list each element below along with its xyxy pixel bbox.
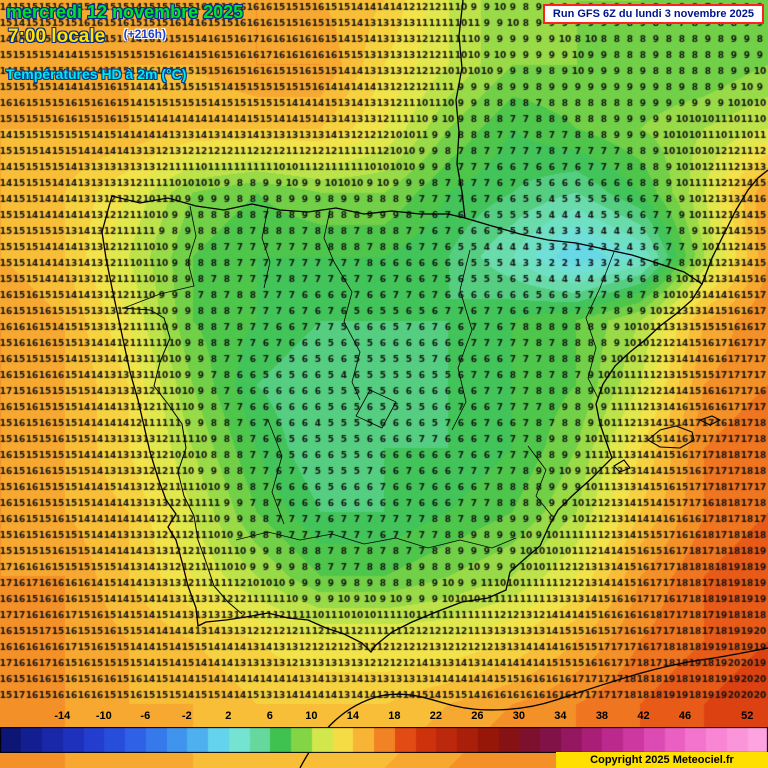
date-title: mercredi 12 novembre 2025: [6, 2, 244, 22]
local-time-label: 7:00 locale: [8, 26, 106, 47]
colorbar-tick-label: 2: [225, 710, 232, 722]
colorbar-tick-label: 38: [595, 710, 609, 722]
model-run-info: Run GFS 6Z du lundi 3 novembre 2025: [542, 4, 764, 24]
colorbar-tick-label: -2: [181, 710, 192, 722]
colorbar-tick-label: 10: [305, 710, 318, 722]
colorbar-tick-label: -6: [140, 710, 151, 722]
colorbar-tick-label: 14: [346, 710, 359, 722]
copyright-badge: Copyright 2025 Meteociel.fr: [556, 752, 768, 768]
colorbar: [0, 727, 768, 753]
variable-title: Températures HD à 2m (°C): [6, 66, 187, 82]
colorbar-tick-label: 26: [471, 710, 484, 722]
colorbar-tick-label: 52: [741, 710, 754, 722]
colorbar-tick-label: 30: [512, 710, 526, 722]
colorbar-tick-label: 18: [388, 710, 401, 722]
colorbar-ticks: -14 -10 -6 -2 2 6 10 14 18 22 26 30 34 38 42 46 52: [0, 710, 768, 724]
colorbar-tick-label: 22: [429, 710, 443, 722]
colorbar-tick-label: -10: [95, 710, 112, 722]
time-row: 7:00 locale (+216h): [8, 26, 166, 48]
colorbar-tick-label: -14: [54, 710, 71, 722]
forecast-offset-label: (+216h): [123, 27, 166, 41]
colorbar-tick-label: 46: [678, 710, 692, 722]
colorbar-tick-label: 34: [554, 710, 567, 722]
colorbar-tick-label: 6: [266, 710, 273, 722]
colorbar-tick-label: 42: [637, 710, 650, 722]
